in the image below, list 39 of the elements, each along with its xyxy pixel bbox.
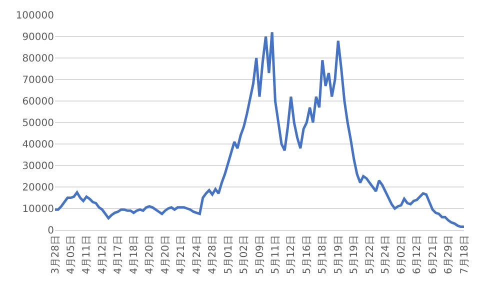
x-tick-label: 4月28日 — [208, 235, 219, 274]
x-tick-label: 4月24日 — [192, 235, 203, 274]
x-tick-label: 4月17日 — [113, 235, 124, 274]
x-tick-label: 5月09日 — [254, 235, 266, 274]
y-tick-label: 100000 — [16, 10, 54, 22]
x-tick-label: 5月12日 — [286, 235, 298, 274]
y-tick-label: 60000 — [22, 96, 54, 108]
x-tick-label: 4月20日 — [144, 235, 156, 274]
x-tick-label: 4月21日 — [176, 235, 188, 274]
x-tick-label: 5月11日 — [270, 235, 282, 274]
y-tick-label: 10000 — [22, 204, 54, 215]
x-tick-label: 4月11日 — [82, 235, 93, 274]
y-tick-label: 90000 — [22, 32, 54, 43]
x-tick-label: 6月12日 — [412, 235, 424, 274]
y-tick-label: 70000 — [22, 75, 54, 86]
x-tick-label: 3月28日 — [50, 235, 62, 274]
y-tick-label: 0 — [48, 226, 54, 236]
x-tick-label: 7月18日 — [459, 235, 470, 274]
x-tick-label: 6月21日 — [428, 235, 439, 274]
y-tick-label: 30000 — [22, 161, 54, 172]
x-tick-label: 5月24日 — [380, 235, 392, 274]
x-tick-label: 4月20日 — [160, 235, 172, 274]
x-tick-label: 5月18日 — [318, 235, 329, 274]
y-tick-label: 80000 — [22, 54, 54, 64]
x-tick-label: 5月22日 — [364, 235, 376, 274]
x-tick-label: 4月18日 — [128, 235, 140, 274]
x-tick-label: 4月05日 — [66, 235, 77, 274]
y-tick-label: 20000 — [22, 182, 54, 194]
x-tick-label: 5月02日 — [239, 235, 250, 274]
y-tick-label: 40000 — [22, 140, 54, 150]
y-tick-label: 50000 — [22, 118, 54, 129]
line-series — [55, 30, 464, 228]
x-tick-label: 5月16日 — [302, 235, 313, 274]
x-tick-label: 6月29日 — [444, 235, 455, 274]
x-tick-label: 5月19日 — [349, 235, 360, 274]
x-tick-label: 5月19日 — [333, 235, 344, 274]
x-tick-label: 4月12日 — [97, 235, 108, 274]
x-tick-label: 6月02日 — [396, 235, 408, 274]
x-tick-label: 5月01日 — [223, 235, 234, 274]
